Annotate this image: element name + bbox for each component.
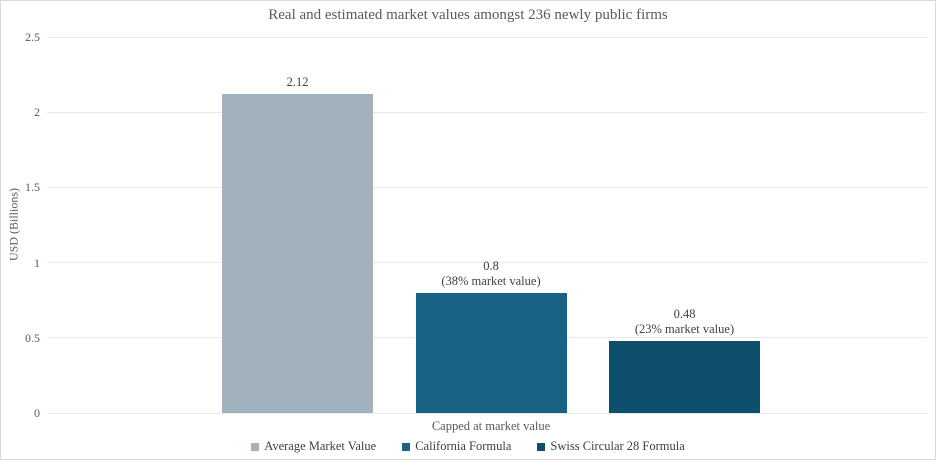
bar-california-formula — [415, 292, 567, 413]
legend-swatch-icon — [402, 442, 411, 451]
legend-item-average-market-value: Average Market Value — [251, 439, 376, 454]
data-label: 0.48 (23% market value) — [575, 307, 795, 337]
data-label: 0.8 (38% market value) — [381, 259, 601, 289]
y-axis-ticks: 0 0.5 1 1.5 2 2.5 — [0, 30, 40, 420]
y-tick-label: 2.5 — [25, 30, 40, 44]
y-tick-label: 0.5 — [25, 330, 40, 345]
y-tick-label: 0 — [34, 406, 40, 420]
bar-swiss-circular-28-formula — [609, 340, 760, 413]
data-label-line: (38% market value) — [441, 273, 541, 288]
legend-label: Swiss Circular 28 Formula — [550, 439, 685, 453]
legend-item-california-formula: California Formula — [402, 439, 511, 454]
y-tick-label: 1.5 — [25, 180, 40, 195]
legend-item-swiss-circular-28-formula: Swiss Circular 28 Formula — [537, 439, 685, 454]
bar-average-market-value — [222, 94, 373, 413]
data-label-line: 0.48 — [673, 306, 696, 321]
chart-title: Real and estimated market values amongst… — [268, 7, 668, 23]
legend-swatch-icon — [251, 442, 260, 451]
data-label: 2.12 — [188, 75, 408, 90]
y-tick-label: 1 — [34, 255, 40, 270]
data-label-line: 0.8 — [483, 258, 499, 273]
legend-label: Average Market Value — [264, 439, 377, 453]
data-label-line: 2.12 — [286, 75, 309, 90]
y-tick-label: 2 — [34, 105, 40, 120]
gridline — [47, 36, 927, 38]
legend-label: California Formula — [415, 439, 512, 453]
data-label-line: (23% market value) — [634, 321, 735, 336]
plot-area: 2.12 0.8 (38% market value) 0.48 (23% market… — [47, 36, 927, 414]
gridline — [47, 262, 927, 264]
gridline — [47, 412, 927, 414]
gridline — [47, 111, 927, 113]
gridline — [47, 186, 927, 188]
legend: Average Market Value California Formula Sw… — [0, 439, 936, 454]
legend-swatch-icon — [537, 442, 546, 451]
category-label: Capped at market value — [431, 419, 551, 433]
